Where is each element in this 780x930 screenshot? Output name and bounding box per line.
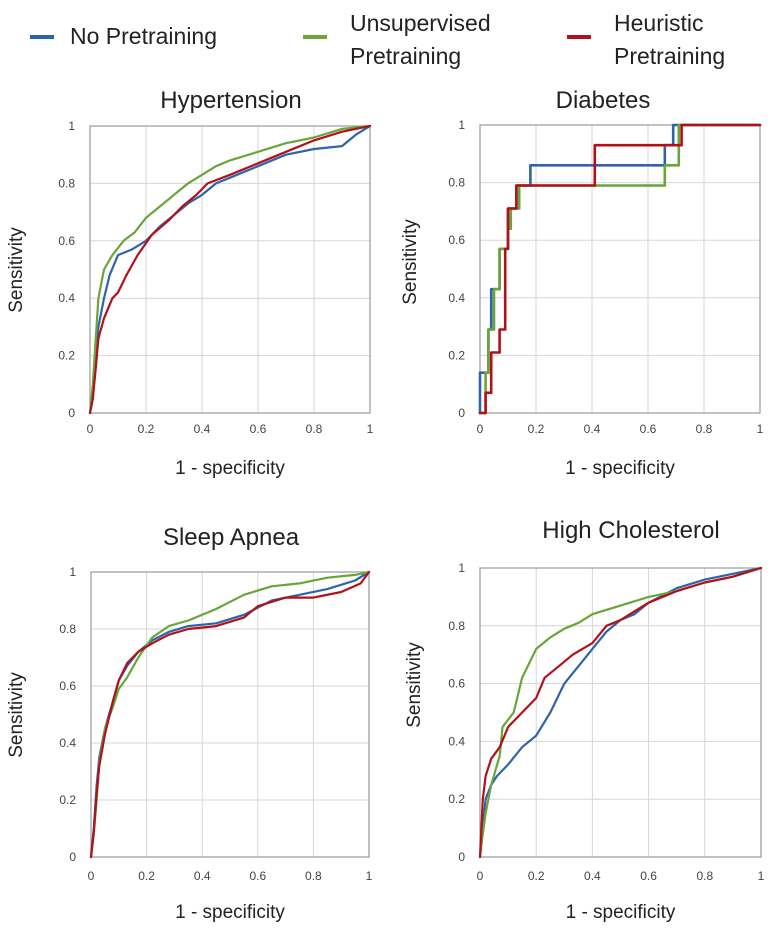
x-tick-label: 0.4 xyxy=(194,422,211,436)
y-tick-label: 0.4 xyxy=(59,736,76,750)
panel-title: Diabetes xyxy=(556,87,651,114)
chart-panels: 0 0.2 0.4 0.6 0.8 1 0 0.2 0.4 0.6 0.8 1 Hypertension… xyxy=(6,87,765,923)
y-tick-label: 1 xyxy=(69,565,76,579)
legend-label: Unsupervised xyxy=(350,10,491,36)
plot-frame xyxy=(89,125,371,414)
y-tick-label: 0 xyxy=(69,850,76,864)
y-tick-label: 0.6 xyxy=(58,234,75,248)
plot-frame xyxy=(90,571,370,858)
x-axis-title: 1 - specificity xyxy=(175,902,285,923)
x-tick-label: 0.2 xyxy=(528,422,545,436)
panel-hypertension: 0 0.2 0.4 0.6 0.8 1 0 0.2 0.4 0.6 0.8 1 Hypertension… xyxy=(6,87,374,479)
y-tick-label: 0.2 xyxy=(448,348,465,362)
y-tick-label: 1 xyxy=(458,561,465,575)
x-tick-label: 0.4 xyxy=(194,869,211,883)
series-line-no-pretraining xyxy=(478,123,762,415)
y-axis-title: Sensitivity xyxy=(6,227,27,313)
x-axis-title: 1 - specificity xyxy=(565,458,675,479)
x-tick-label: 0.2 xyxy=(138,422,155,436)
x-tick-label: 1 xyxy=(367,422,374,436)
legend-item-no-pretraining: No Pretraining xyxy=(30,23,217,49)
x-tick-label: 0.8 xyxy=(305,869,322,883)
x-tick-label: 0.2 xyxy=(528,869,545,883)
y-tick-label: 0.8 xyxy=(448,619,465,633)
y-tick-label: 1 xyxy=(68,119,75,133)
legend-label: No Pretraining xyxy=(70,23,217,49)
panel-diabetes: 0 0.2 0.4 0.6 0.8 1 0 0.2 0.4 0.6 0.8 1 Diabetes 1 - … xyxy=(400,87,764,479)
y-tick-label: 0.8 xyxy=(59,622,76,636)
y-axis-title: Sensitivity xyxy=(404,642,425,728)
x-tick-label: 0.4 xyxy=(584,869,601,883)
legend: No Pretraining UnsupervisedPretrainingHeu… xyxy=(30,10,725,69)
series-line-heuristic xyxy=(478,566,763,859)
y-axis-title: Sensitivity xyxy=(400,219,421,305)
y-tick-label: 0 xyxy=(458,406,465,420)
panel-title: Sleep Apnea xyxy=(163,524,300,551)
plot-frame xyxy=(479,567,762,858)
y-axis-title: Sensitivity xyxy=(6,672,27,758)
y-tick-label: 0.6 xyxy=(448,677,465,691)
y-tick-label: 0.2 xyxy=(58,349,75,363)
x-tick-label: 0 xyxy=(87,422,94,436)
legend-label: Pretraining xyxy=(350,43,461,69)
x-tick-label: 0.6 xyxy=(640,422,657,436)
x-tick-label: 0.6 xyxy=(250,422,267,436)
y-tick-label: 0.8 xyxy=(448,176,465,190)
x-axis-title: 1 - specificity xyxy=(566,902,676,923)
x-tick-label: 0 xyxy=(477,422,484,436)
panel-title: Hypertension xyxy=(160,87,301,114)
x-tick-label: 0.6 xyxy=(640,869,657,883)
x-tick-label: 0 xyxy=(477,869,484,883)
panel-high-cholesterol: 0 0.2 0.4 0.6 0.8 1 0 0.2 0.4 0.6 0.8 1 High Cholest… xyxy=(404,517,765,923)
y-tick-label: 0.8 xyxy=(58,176,75,190)
series-line-no-pretraining xyxy=(89,570,371,859)
series-line-heuristic xyxy=(88,124,372,415)
legend-item-heuristic: Heuristic Pretraining xyxy=(567,10,725,69)
y-tick-label: 0.4 xyxy=(448,291,465,305)
x-tick-label: 0.2 xyxy=(138,869,155,883)
series-line-heuristic xyxy=(478,123,762,415)
y-tick-label: 0.2 xyxy=(59,793,76,807)
series-line-unsupervised xyxy=(478,123,762,415)
x-tick-label: 1 xyxy=(757,422,764,436)
x-tick-label: 0.8 xyxy=(306,422,323,436)
x-tick-label: 0.6 xyxy=(249,869,266,883)
y-tick-label: 1 xyxy=(458,118,465,132)
legend-label: Heuristic xyxy=(614,10,703,36)
series-line-unsupervised xyxy=(89,570,371,859)
panel-sleep-apnea: 0 0.2 0.4 0.6 0.8 1 0 0.2 0.4 0.6 0.8 1 Sleep Apnea 1… xyxy=(6,524,373,923)
legend-label: Pretraining xyxy=(614,43,725,69)
series-line-heuristic xyxy=(89,570,371,859)
y-tick-label: 0.4 xyxy=(58,291,75,305)
x-tick-label: 0.4 xyxy=(584,422,601,436)
x-tick-label: 0 xyxy=(88,869,95,883)
x-axis-title: 1 - specificity xyxy=(175,458,285,479)
x-tick-label: 0.8 xyxy=(696,422,713,436)
y-tick-label: 0 xyxy=(458,850,465,864)
x-tick-label: 1 xyxy=(366,869,373,883)
plot-frame xyxy=(479,124,761,414)
y-tick-label: 0.2 xyxy=(448,792,465,806)
y-tick-label: 0.6 xyxy=(448,233,465,247)
y-tick-label: 0.6 xyxy=(59,679,76,693)
series-line-unsupervised xyxy=(88,124,372,415)
panel-title: High Cholesterol xyxy=(542,517,719,544)
legend-item-unsupervised: Unsupervised Pretraining xyxy=(303,10,491,69)
x-tick-label: 1 xyxy=(758,869,765,883)
y-tick-label: 0 xyxy=(68,406,75,420)
y-tick-label: 0.4 xyxy=(448,734,465,748)
series-line-no-pretraining xyxy=(88,124,372,415)
x-tick-label: 0.8 xyxy=(696,869,713,883)
